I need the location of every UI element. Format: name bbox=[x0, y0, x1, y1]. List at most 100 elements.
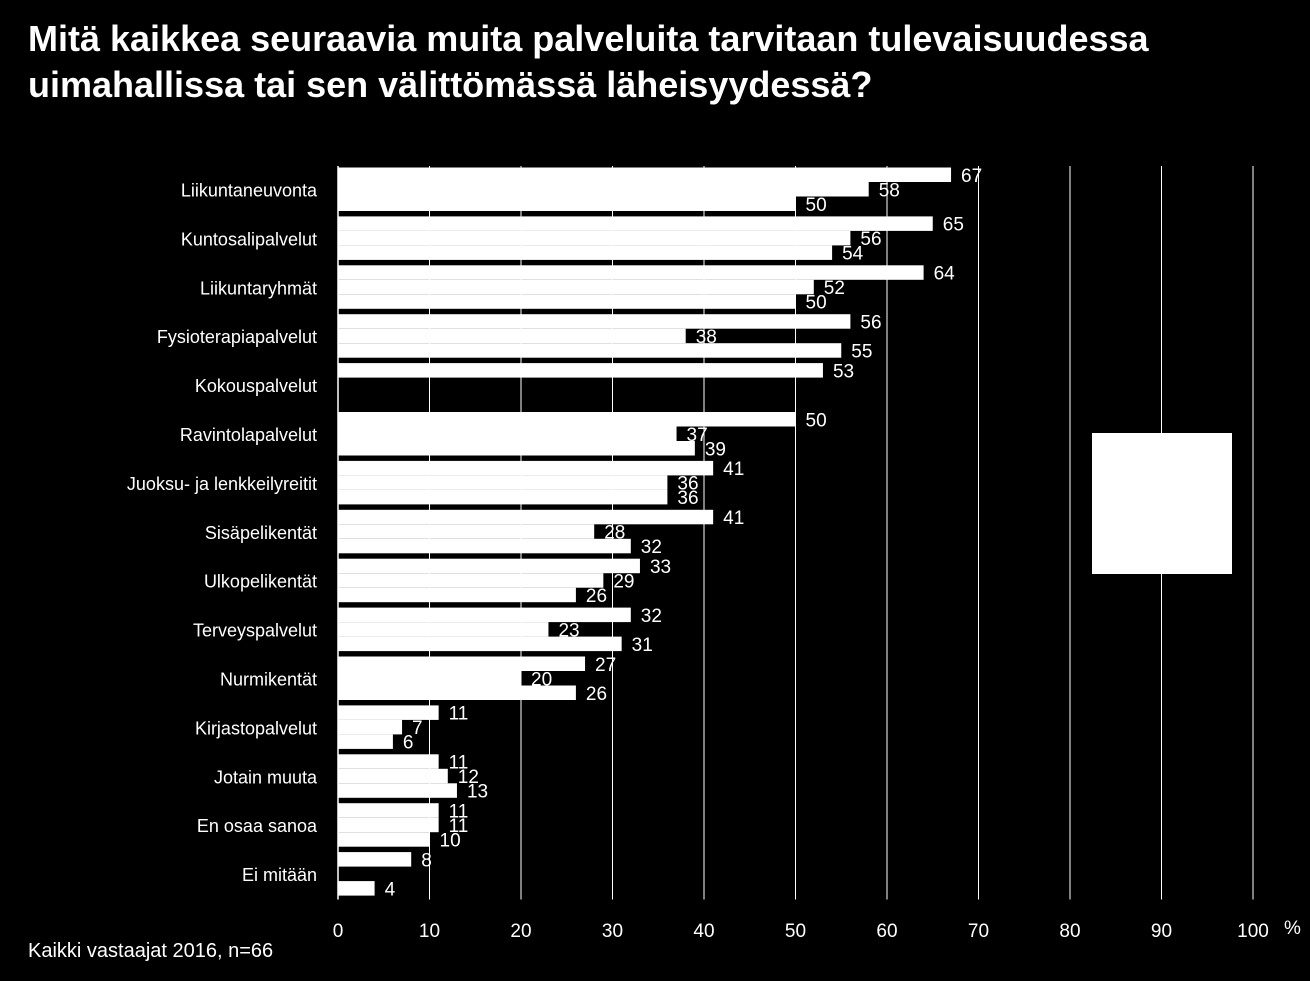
data-label: 54 bbox=[842, 244, 864, 265]
x-tick-label: 80 bbox=[1059, 921, 1080, 942]
x-tick-label: 60 bbox=[876, 921, 897, 942]
legend-box bbox=[1092, 433, 1232, 574]
data-label: 28 bbox=[604, 523, 625, 544]
data-label: 6 bbox=[403, 733, 414, 754]
x-tick-label: 100 bbox=[1237, 921, 1269, 942]
x-tick-label: 10 bbox=[419, 921, 440, 942]
bar bbox=[338, 538, 631, 554]
bar bbox=[338, 196, 796, 211]
category-label: Ei mitään bbox=[242, 865, 317, 885]
bar bbox=[338, 441, 695, 456]
bar bbox=[338, 524, 595, 539]
data-label: 41 bbox=[723, 508, 744, 529]
category-label: Fysioterapiapalvelut bbox=[157, 327, 317, 347]
data-label: 31 bbox=[632, 635, 653, 656]
category-label: Kirjastopalvelut bbox=[195, 718, 317, 738]
bar bbox=[338, 719, 403, 735]
data-label: 11 bbox=[449, 704, 469, 725]
bar bbox=[338, 573, 604, 588]
data-label: 56 bbox=[860, 229, 881, 250]
footnote: Kaikki vastaajat 2016, n=66 bbox=[28, 940, 274, 962]
bar bbox=[338, 509, 714, 525]
bar bbox=[338, 475, 668, 490]
data-label: 52 bbox=[824, 278, 845, 299]
axis-unit-label: % bbox=[1284, 918, 1301, 939]
bar bbox=[338, 167, 952, 182]
category-label: Juoksu- ja lenkkeilyreitit bbox=[127, 474, 317, 494]
data-label: 50 bbox=[806, 410, 827, 431]
category-label: Sisäpelikentät bbox=[205, 523, 317, 543]
data-label: 53 bbox=[833, 361, 854, 382]
category-label: Ravintolapalvelut bbox=[180, 425, 317, 445]
category-label: Terveyspalvelut bbox=[193, 621, 317, 641]
bar bbox=[338, 558, 640, 574]
chart-title: Mitä kaikkea seuraavia muita palveluita … bbox=[28, 16, 1278, 108]
category-label: En osaa sanoa bbox=[197, 816, 318, 836]
data-label: 26 bbox=[586, 684, 607, 705]
bar bbox=[338, 587, 576, 603]
category-label: Nurmikentät bbox=[220, 669, 317, 689]
data-label: 11 bbox=[449, 816, 469, 837]
x-tick-label: 70 bbox=[968, 921, 989, 942]
bar bbox=[338, 734, 393, 749]
x-tick-label: 0 bbox=[333, 921, 344, 942]
data-label: 36 bbox=[677, 488, 698, 509]
data-label: 8 bbox=[421, 850, 432, 871]
bar bbox=[338, 607, 631, 623]
bar bbox=[338, 832, 430, 847]
bar bbox=[338, 426, 677, 441]
data-label: 7 bbox=[412, 718, 423, 739]
data-label: 58 bbox=[879, 180, 900, 201]
data-label: 27 bbox=[595, 655, 616, 676]
data-label: 32 bbox=[641, 606, 662, 627]
bar bbox=[338, 783, 457, 798]
x-tick-label: 20 bbox=[510, 921, 531, 942]
bar bbox=[338, 460, 714, 476]
data-label: 11 bbox=[449, 801, 469, 822]
chart-title-line1: Mitä kaikkea seuraavia muita palveluita … bbox=[28, 18, 1149, 59]
data-label: 33 bbox=[650, 557, 671, 578]
category-label: Kokouspalvelut bbox=[195, 376, 317, 396]
data-label: 12 bbox=[458, 767, 479, 788]
data-label: 13 bbox=[467, 782, 488, 803]
data-label: 37 bbox=[687, 425, 708, 446]
bar bbox=[338, 245, 833, 260]
data-label: 50 bbox=[806, 293, 827, 314]
bar bbox=[338, 216, 933, 231]
bar bbox=[338, 279, 814, 295]
data-label: 23 bbox=[558, 620, 579, 641]
data-label: 65 bbox=[943, 215, 964, 236]
chart-title-line2: uimahallissa tai sen välittömässä läheis… bbox=[28, 64, 873, 105]
category-label: Ulkopelikentät bbox=[204, 572, 317, 592]
bar bbox=[338, 294, 796, 309]
bar bbox=[338, 656, 586, 671]
bar bbox=[338, 881, 375, 896]
data-label: 67 bbox=[961, 166, 982, 187]
data-label: 26 bbox=[586, 586, 607, 607]
bar bbox=[338, 768, 448, 784]
bar bbox=[338, 817, 439, 833]
bar bbox=[338, 622, 549, 637]
data-label: 4 bbox=[385, 879, 396, 900]
bar bbox=[338, 328, 686, 344]
bar bbox=[338, 852, 412, 867]
bar bbox=[338, 314, 851, 329]
category-label: Liikuntaryhmät bbox=[200, 278, 317, 298]
data-label: 55 bbox=[851, 341, 872, 362]
x-tick-label: 90 bbox=[1151, 921, 1172, 942]
bar bbox=[338, 412, 796, 427]
data-label: 32 bbox=[641, 537, 662, 558]
x-tick-label: 30 bbox=[602, 921, 623, 942]
bar bbox=[338, 363, 823, 378]
bar bbox=[338, 265, 924, 280]
data-label: 20 bbox=[531, 669, 552, 690]
bar bbox=[338, 182, 869, 197]
x-tick-label: 50 bbox=[785, 921, 806, 942]
data-label: 50 bbox=[806, 195, 827, 216]
data-label: 10 bbox=[440, 830, 461, 851]
bar bbox=[338, 230, 851, 246]
category-label: Kuntosalipalvelut bbox=[181, 229, 317, 249]
bar bbox=[338, 754, 439, 769]
bar bbox=[338, 803, 439, 818]
